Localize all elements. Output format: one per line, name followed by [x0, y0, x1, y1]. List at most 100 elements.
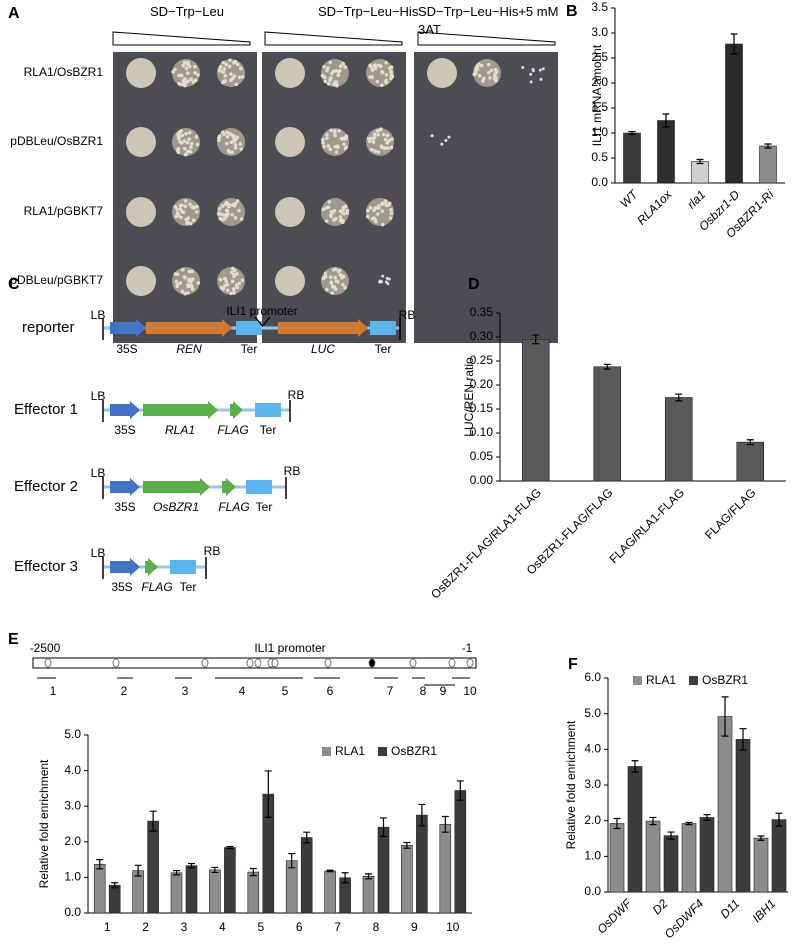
colony-dot: [231, 266, 235, 271]
colony-dot: [237, 75, 242, 80]
colony-dot: [183, 152, 188, 157]
colony-dot: [529, 80, 533, 84]
colony-dot: [370, 68, 375, 72]
colony-dot: [338, 64, 343, 69]
bar: [735, 739, 751, 893]
y-tick-label: 4.0: [584, 742, 601, 756]
bar: [623, 132, 641, 184]
error-bar: [303, 831, 311, 844]
colony-dot: [185, 220, 190, 225]
x-tick-label: 6: [296, 920, 303, 934]
colony: [126, 127, 156, 157]
construct-arrow: [230, 401, 243, 419]
colony-dot: [181, 63, 186, 68]
colony-dot: [189, 141, 194, 146]
error-bar: [111, 882, 119, 889]
colony-dot: [384, 60, 388, 65]
colony-dot: [220, 130, 225, 135]
colony-dot: [329, 214, 333, 219]
colony-dot: [326, 81, 331, 86]
colony: [275, 58, 305, 88]
colony-dot: [329, 280, 334, 285]
colony-dot: [190, 284, 194, 289]
colony-dot: [185, 71, 190, 75]
fragment-label: 5: [282, 684, 289, 698]
condition-header: SD−Trp−Leu: [150, 4, 224, 19]
colony-dot: [229, 140, 234, 145]
bar: [454, 790, 467, 914]
error-bar: [628, 130, 636, 136]
colony-dot: [174, 214, 179, 219]
colony-dot: [183, 204, 187, 209]
colony-dot: [189, 77, 193, 82]
dilution-wedge: [417, 31, 556, 46]
border-label: RB: [284, 464, 301, 478]
construct-arrow: [278, 319, 368, 337]
colony-dot: [321, 276, 326, 281]
colony-dot: [175, 272, 180, 276]
error-bar: [456, 780, 464, 801]
error-bar: [403, 841, 411, 849]
colony-dot: [336, 73, 341, 77]
x-tick-label: OsDWF4: [662, 896, 707, 941]
colony-dot: [232, 272, 236, 277]
error-bar: [703, 814, 711, 821]
error-bar: [441, 815, 449, 833]
y-tick-label: 2.0: [584, 813, 601, 827]
colony-dot: [337, 268, 342, 273]
colony-dot: [486, 70, 491, 75]
border-label: RB: [399, 308, 416, 322]
colony-dot: [344, 135, 349, 139]
colony: [126, 266, 156, 296]
colony-dot: [184, 132, 188, 136]
border-label: LB: [91, 308, 106, 322]
error-bar: [603, 363, 611, 370]
colony-dot: [188, 64, 192, 69]
y-axis-label: Relative fold enrichment: [564, 720, 578, 849]
colony-dot: [489, 68, 494, 73]
colony-dot: [337, 129, 341, 133]
colony-dot: [387, 277, 391, 281]
colony-dot: [183, 77, 187, 81]
bar: [247, 871, 260, 914]
bar: [521, 339, 550, 482]
colony-dot: [222, 213, 226, 218]
colony-dot: [232, 291, 236, 295]
colony-dot: [178, 203, 183, 208]
colony-dot: [229, 291, 233, 296]
fragment-label: 2: [121, 684, 128, 698]
promoter-start: -2500: [30, 641, 61, 655]
colony: [126, 197, 156, 227]
colony-dot: [321, 207, 326, 212]
colony-dot: [326, 144, 331, 148]
colony-dot: [224, 208, 229, 213]
colony-dot: [334, 279, 339, 283]
strain-label: RLA1/pGBKT7: [24, 204, 104, 218]
colony-dot: [338, 272, 343, 277]
colony-dot: [188, 277, 193, 282]
colony-dot: [376, 133, 381, 137]
y-tick-label: 0.05: [470, 449, 494, 463]
colony-dot: [186, 283, 190, 287]
y-tick-label: 0.15: [470, 401, 494, 415]
colony-dot: [324, 219, 329, 223]
construct-arrow: [146, 319, 232, 337]
fragment-label: 10: [463, 684, 477, 698]
colony-dot: [325, 132, 329, 137]
colony-dot: [389, 73, 394, 78]
fragment-label: 3: [182, 684, 189, 698]
colony-dot: [378, 128, 382, 132]
border-label: LB: [91, 546, 106, 560]
plate: [113, 52, 257, 343]
colony-dot: [191, 218, 196, 223]
colony-dot: [338, 209, 343, 214]
part-label: 35S: [114, 423, 135, 437]
colony-dot: [521, 66, 525, 70]
colony-dot: [336, 145, 340, 150]
error-bar: [757, 835, 765, 841]
error-bar: [613, 817, 621, 830]
construct-name: Effector 3: [14, 558, 78, 575]
bar: [759, 145, 777, 184]
colony-dot: [185, 140, 190, 145]
colony-dot: [223, 283, 227, 288]
